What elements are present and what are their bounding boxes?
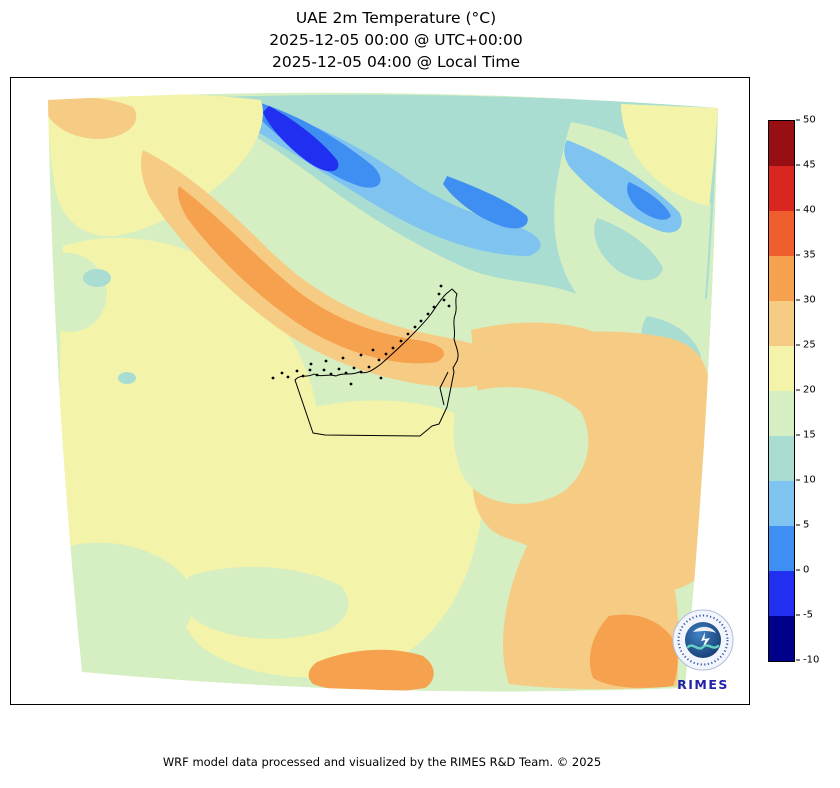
colorbar-tick-label: 25 <box>796 340 816 351</box>
colorbar-segment <box>769 301 794 346</box>
uae-boundary <box>294 288 459 437</box>
rimes-logo: RIMES <box>661 608 745 692</box>
settlement-dots <box>271 284 451 386</box>
wave-icon <box>686 644 720 650</box>
colorbar-tick-label: 50 <box>796 115 816 126</box>
colorbar-tick-labels: 50 45 40 35 30 25 20 15 10 5 0 -5 -10 <box>796 115 840 666</box>
temperature-map <box>48 92 718 692</box>
lightning-icon <box>701 632 710 650</box>
colorbar <box>768 120 795 662</box>
colorbar-segment <box>769 346 794 391</box>
regions-15-20c-patches <box>55 252 589 669</box>
chart-title: UAE 2m Temperature (°C) <box>295 9 497 27</box>
colorbar-segment <box>769 571 794 616</box>
map-plot-area: RIMES <box>10 77 750 705</box>
colorbar-segment <box>769 481 794 526</box>
colorbar-tick-label: 15 <box>796 430 816 441</box>
colorbar-tick-label: -10 <box>796 655 819 666</box>
colorbar-segment <box>769 616 794 661</box>
rimes-logo-text: RIMES <box>677 677 729 692</box>
footer-credit: WRF model data processed and visualized … <box>162 755 602 769</box>
rimes-logo-emblem <box>672 609 734 671</box>
colorbar-tick-label: 35 <box>796 250 816 261</box>
regions-25-30c <box>48 97 710 690</box>
colorbar-segment <box>769 211 794 256</box>
colorbar-tick-label: 0 <box>796 565 809 576</box>
colorbar-tick-label: 30 <box>796 295 816 306</box>
chart-subtitle-utc: 2025-12-05 00:00 @ UTC+00:00 <box>269 31 523 49</box>
colorbar-tick-label: 40 <box>796 205 816 216</box>
sail-icon <box>693 626 716 633</box>
rimes-logo-ring-text <box>677 614 729 666</box>
colorbar-segment <box>769 166 794 211</box>
chart-subtitle-local: 2025-12-05 04:00 @ Local Time <box>271 53 521 71</box>
colorbar-segment <box>769 391 794 436</box>
colorbar-segment <box>769 526 794 571</box>
region-coldest-minus5-0c <box>263 106 339 172</box>
chart-title-block: UAE 2m Temperature (°C) 2025-12-05 00:00… <box>0 7 792 73</box>
colorbar-tick-label: 10 <box>796 475 816 486</box>
colorbar-tick-label: 5 <box>796 520 809 531</box>
colorbar-segment <box>769 121 794 166</box>
colorbar-tick-label: -5 <box>796 610 813 621</box>
colorbar-tick-label: 45 <box>796 160 816 171</box>
colorbar-tick-label: 20 <box>796 385 816 396</box>
regions-10-15c-spots <box>83 269 136 384</box>
regions-30-35c <box>177 186 678 692</box>
colorbar-segment <box>769 256 794 301</box>
colorbar-segment <box>769 436 794 481</box>
